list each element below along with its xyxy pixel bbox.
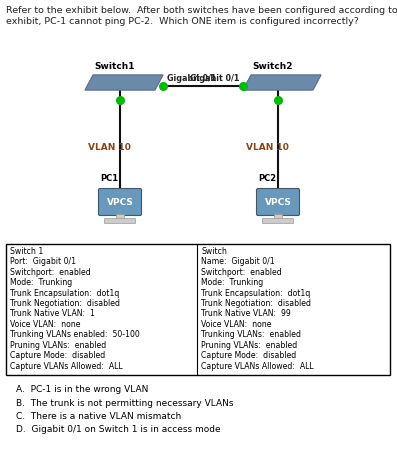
Polygon shape: [85, 75, 163, 90]
FancyBboxPatch shape: [98, 189, 141, 215]
Text: A.  PC-1 is in the wrong VLAN: A. PC-1 is in the wrong VLAN: [16, 385, 148, 394]
Text: Mode:  Trunking: Mode: Trunking: [10, 278, 72, 287]
Text: Mode:  Trunking: Mode: Trunking: [201, 278, 263, 287]
Text: Name:  Gigabit 0/1: Name: Gigabit 0/1: [201, 257, 275, 267]
Text: D.  Gigabit 0/1 on Switch 1 is in access mode: D. Gigabit 0/1 on Switch 1 is in access …: [16, 425, 221, 434]
Text: Switch2: Switch2: [253, 62, 293, 71]
Text: Trunking VLANs enabled:  50-100: Trunking VLANs enabled: 50-100: [10, 330, 140, 339]
Text: Switchport:  enabled: Switchport: enabled: [201, 268, 282, 277]
Text: Capture Mode:  disabled: Capture Mode: disabled: [10, 351, 105, 360]
Bar: [274, 214, 282, 219]
Text: Switch: Switch: [201, 247, 227, 256]
Text: Trunking VLANs:  enabled: Trunking VLANs: enabled: [201, 330, 301, 339]
Text: Trunk Native VLAN:  1: Trunk Native VLAN: 1: [10, 309, 95, 318]
Text: Refer to the exhibit below.  After both switches have been configured according : Refer to the exhibit below. After both s…: [6, 6, 397, 15]
Polygon shape: [85, 75, 163, 90]
Text: Trunk Encapsulation:  dot1q: Trunk Encapsulation: dot1q: [10, 288, 119, 298]
Bar: [116, 214, 124, 219]
Text: Gigabit 0/1: Gigabit 0/1: [167, 74, 216, 83]
Text: Trunk Negotiation:  disabled: Trunk Negotiation: disabled: [10, 299, 120, 308]
Text: C.  There is a native VLAN mismatch: C. There is a native VLAN mismatch: [16, 412, 181, 421]
Text: PC1: PC1: [100, 174, 118, 183]
Text: PC2: PC2: [258, 174, 276, 183]
Text: Capture VLANs Allowed:  ALL: Capture VLANs Allowed: ALL: [10, 362, 123, 370]
Text: Pruning VLANs:  enabled: Pruning VLANs: enabled: [201, 341, 297, 350]
Text: Switch1: Switch1: [95, 62, 135, 71]
FancyBboxPatch shape: [262, 219, 293, 224]
Text: Switchport:  enabled: Switchport: enabled: [10, 268, 91, 277]
Text: Capture Mode:  disabled: Capture Mode: disabled: [201, 351, 296, 360]
Text: Port:  Gigabit 0/1: Port: Gigabit 0/1: [10, 257, 76, 267]
Text: Trunk Encapsulation:  dot1q: Trunk Encapsulation: dot1q: [201, 288, 310, 298]
Polygon shape: [243, 75, 321, 90]
Text: VLAN 10: VLAN 10: [246, 144, 289, 152]
Bar: [6, 244, 390, 375]
Text: VPCS: VPCS: [264, 198, 291, 207]
Text: VPCS: VPCS: [106, 198, 133, 207]
FancyBboxPatch shape: [104, 219, 135, 224]
Polygon shape: [243, 75, 321, 90]
Text: Gigabit 0/1: Gigabit 0/1: [190, 74, 239, 83]
Text: Voice VLAN:  none: Voice VLAN: none: [201, 320, 272, 329]
Text: exhibit, PC-1 cannot ping PC-2.  Which ONE item is configured incorrectly?: exhibit, PC-1 cannot ping PC-2. Which ON…: [6, 17, 359, 26]
Text: Pruning VLANs:  enabled: Pruning VLANs: enabled: [10, 341, 106, 350]
Text: Voice VLAN:  none: Voice VLAN: none: [10, 320, 81, 329]
Text: VLAN 10: VLAN 10: [88, 144, 131, 152]
Text: Trunk Negotiation:  disabled: Trunk Negotiation: disabled: [201, 299, 311, 308]
Text: Trunk Native VLAN:  99: Trunk Native VLAN: 99: [201, 309, 291, 318]
Text: B.  The trunk is not permitting necessary VLANs: B. The trunk is not permitting necessary…: [16, 398, 233, 407]
Text: Capture VLANs Allowed:  ALL: Capture VLANs Allowed: ALL: [201, 362, 314, 370]
Text: Switch 1: Switch 1: [10, 247, 43, 256]
FancyBboxPatch shape: [256, 189, 299, 215]
